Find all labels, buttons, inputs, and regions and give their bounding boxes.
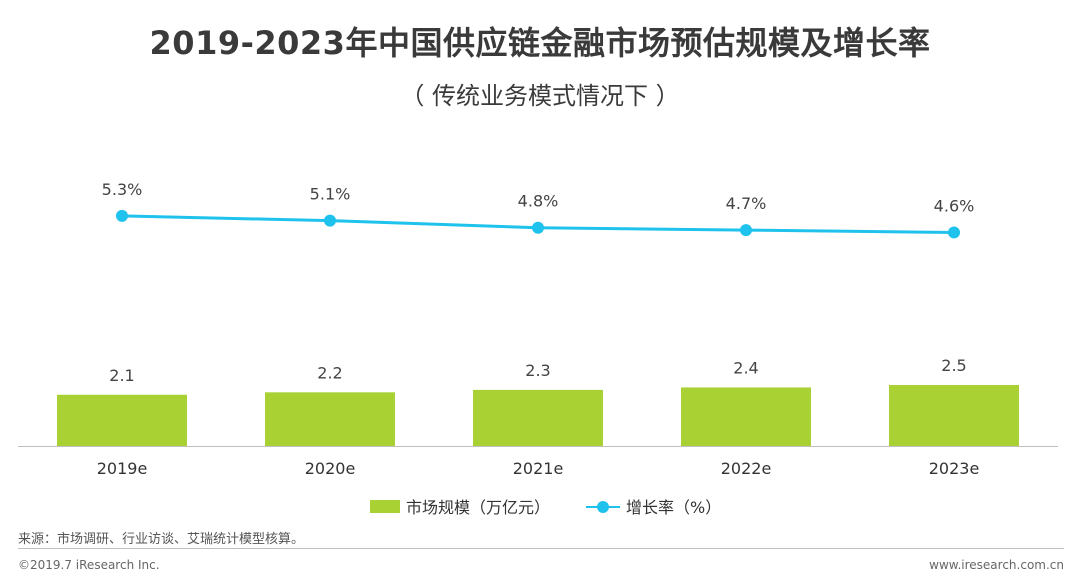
chart-title: 2019-2023年中国供应链金融市场预估规模及增长率 xyxy=(149,24,931,62)
legend-line-label: 增长率（%） xyxy=(626,498,722,517)
bar-2021e xyxy=(473,389,603,446)
chart-subtitle: （ 传统业务模式情况下 ） xyxy=(400,82,680,110)
bar-2019e xyxy=(57,394,187,446)
website-link[interactable]: www.iresearch.com.cn xyxy=(929,558,1064,572)
x-tick-label: 2020e xyxy=(305,459,356,478)
source-note: 来源：市场调研、行业访谈、艾瑞统计模型核算。 xyxy=(18,532,305,547)
growth-value-label: 4.6% xyxy=(934,196,975,215)
bar-value-label: 2.1 xyxy=(109,366,134,385)
footer-divider xyxy=(18,548,1064,549)
growth-value-label: 5.1% xyxy=(310,185,351,204)
bar-value-label: 2.3 xyxy=(525,361,550,380)
chart-area: 2.1 2.2 2.3 2.4 2.5 2019e 2020e 2021e 2022e 2023e… xyxy=(18,180,1058,478)
bar-2022e xyxy=(681,387,811,446)
growth-point-2023e xyxy=(948,226,960,239)
bar-value-label: 2.5 xyxy=(941,356,966,375)
legend-bar-swatch xyxy=(370,499,400,513)
growth-value-label: 4.7% xyxy=(726,194,767,213)
legend-line-swatch xyxy=(586,500,621,513)
x-tick-label: 2019e xyxy=(97,459,148,478)
x-tick-label: 2021e xyxy=(513,459,564,478)
growth-point-2019e xyxy=(116,209,128,222)
chart-legend: 市场规模（万亿元） 增长率（%） xyxy=(370,494,721,518)
bar-2020e xyxy=(265,392,395,446)
x-tick-label: 2022e xyxy=(721,459,772,478)
bar-2023e xyxy=(889,385,1019,446)
growth-value-label: 4.8% xyxy=(518,192,559,211)
x-tick-label: 2023e xyxy=(929,459,980,478)
growth-point-2021e xyxy=(532,221,544,234)
growth-value-label: 5.3% xyxy=(102,180,143,199)
legend-bar-label: 市场规模（万亿元） xyxy=(406,498,551,517)
growth-point-2020e xyxy=(324,214,336,227)
growth-point-2022e xyxy=(740,224,752,237)
bar-value-label: 2.2 xyxy=(317,363,342,382)
bar-value-label: 2.4 xyxy=(733,358,758,377)
copyright-text: ©2019.7 iResearch Inc. xyxy=(18,558,160,572)
